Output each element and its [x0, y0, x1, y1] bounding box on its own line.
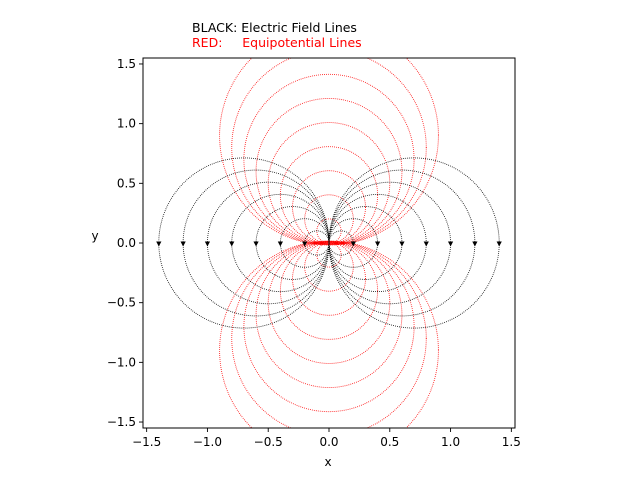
field-arrow-11 — [447, 241, 454, 247]
y-tick-label: −1.5 — [107, 415, 136, 429]
x-tick-label: 1.5 — [502, 435, 521, 449]
field-arrow-5 — [277, 241, 283, 247]
equipotential-circle-lower-5 — [255, 241, 403, 389]
equipotential-circle-upper-0 — [316, 218, 342, 244]
equipotential-circle-lower-4 — [267, 241, 391, 364]
equipotential-circle-lower-8 — [219, 240, 439, 428]
field-loop-left-6 — [158, 157, 330, 329]
x-axis-label: x — [324, 455, 331, 469]
field-arrow-12 — [472, 241, 478, 247]
y-tick-label: 1.5 — [117, 57, 136, 71]
x-tick-label: −1.0 — [193, 435, 222, 449]
legend-equipotential-lines: RED: Equipotential Lines — [192, 35, 362, 50]
equipotential-circle-lower-7 — [231, 240, 427, 428]
field-arrow-9 — [399, 241, 405, 247]
field-arrow-6 — [302, 241, 308, 247]
field-arrow-13 — [496, 241, 502, 247]
y-tick-label: 0.0 — [117, 236, 136, 250]
field-arrow-2 — [204, 241, 211, 247]
field-arrow-1 — [180, 241, 186, 247]
equipotential-circle-upper-7 — [231, 58, 427, 246]
y-axis-label: y — [91, 229, 98, 243]
field-arrow-7 — [350, 241, 356, 247]
equipotential-arrow-2 — [333, 241, 339, 245]
y-tick-label: −0.5 — [107, 296, 136, 310]
y-tick-label: −1.0 — [107, 355, 136, 369]
field-arrow-3 — [229, 241, 235, 247]
equipotential-circle-lower-2 — [292, 241, 366, 316]
legend-field-lines: BLACK: Electric Field Lines — [192, 20, 357, 35]
x-tick-label: −1.5 — [132, 435, 161, 449]
field-arrow-4 — [253, 241, 259, 247]
chart-curves — [158, 58, 500, 428]
equipotential-circle-upper-5 — [255, 97, 403, 245]
equipotential-arrow-3 — [339, 241, 345, 245]
equipotential-circle-lower-1 — [304, 242, 354, 292]
field-arrow-0 — [156, 241, 162, 247]
equipotential-circle-lower-0 — [316, 242, 342, 268]
field-arrow-8 — [375, 241, 381, 247]
equipotential-circle-upper-8 — [219, 58, 439, 246]
x-tick-label: 0.0 — [319, 435, 338, 449]
y-tick-label: 1.0 — [117, 117, 136, 131]
equipotential-circle-lower-6 — [243, 241, 415, 413]
y-axis-ticks: −1.5 −1.0 −0.5 0.0 0.5 1.0 1.5 — [107, 57, 143, 429]
equipotential-circle-upper-2 — [292, 170, 366, 245]
equipotential-circle-upper-4 — [267, 122, 391, 245]
field-arrow-10 — [423, 241, 429, 247]
equipotential-arrow-1 — [319, 241, 325, 245]
equipotential-arrow-0 — [313, 241, 319, 245]
x-tick-label: −0.5 — [254, 435, 283, 449]
equipotential-circle-upper-6 — [243, 73, 415, 245]
chart-arrows — [156, 241, 502, 247]
x-tick-label: 0.5 — [380, 435, 399, 449]
y-tick-label: 0.5 — [117, 176, 136, 190]
x-tick-label: 1.0 — [441, 435, 460, 449]
x-axis-ticks: −1.5 −1.0 −0.5 0.0 0.5 1.0 1.5 — [132, 428, 521, 449]
equipotential-circle-upper-1 — [304, 194, 354, 244]
